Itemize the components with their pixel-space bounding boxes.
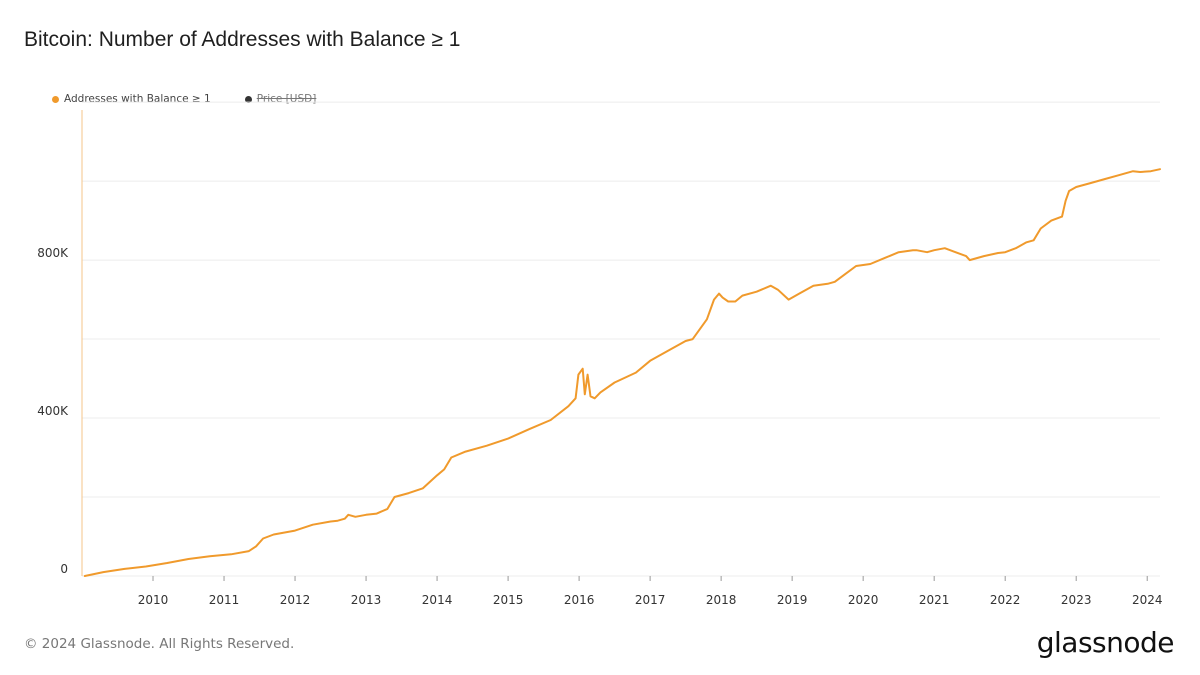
x-tick-label: 2015 xyxy=(493,593,524,607)
y-tick-label: 0 xyxy=(60,562,68,576)
x-tick-label: 2023 xyxy=(1061,593,1092,607)
x-tick-label: 2018 xyxy=(706,593,737,607)
copyright-footer: © 2024 Glassnode. All Rights Reserved. xyxy=(24,636,295,652)
x-tick-label: 2011 xyxy=(209,593,240,607)
series-line-addresses xyxy=(83,168,1161,577)
y-tick-label: 800K xyxy=(37,246,69,260)
x-tick-label: 2017 xyxy=(635,593,666,607)
x-axis: 2010 2011 2012 2013 2014 2015 2016 2017 2018 2019… xyxy=(138,576,1163,607)
y-axis: 0 400K 800K xyxy=(37,246,69,576)
legend-dot-icon xyxy=(52,95,59,103)
x-tick-label: 2019 xyxy=(777,593,808,607)
legend-dot-icon xyxy=(244,95,252,103)
x-tick-label: 2010 xyxy=(138,593,169,607)
x-tick-label: 2021 xyxy=(919,593,950,607)
x-tick-label: 2022 xyxy=(990,593,1021,607)
x-tick-label: 2020 xyxy=(848,593,879,607)
x-tick-label: 2012 xyxy=(280,593,311,607)
chart-title: Bitcoin: Number of Addresses with Balanc… xyxy=(24,28,461,51)
x-tick-label: 2016 xyxy=(564,593,595,607)
x-tick-label: 2013 xyxy=(351,593,382,607)
series-group xyxy=(83,168,1161,577)
grid-lines xyxy=(82,101,1160,577)
glassnode-logo: glassnode xyxy=(1036,626,1175,659)
x-tick-label: 2014 xyxy=(422,593,453,607)
x-tick-label: 2024 xyxy=(1132,593,1163,607)
y-tick-label: 400K xyxy=(37,404,69,418)
